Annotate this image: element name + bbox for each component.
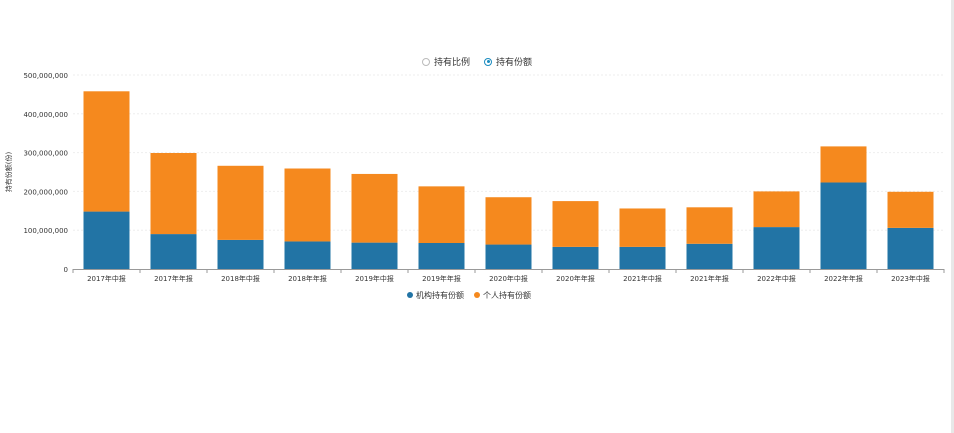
y-tick-label: 0 xyxy=(64,266,68,274)
y-tick-label: 200,000,000 xyxy=(23,188,68,196)
y-tick-label: 400,000,000 xyxy=(23,111,68,119)
x-tick-label: 2022年中报 xyxy=(757,274,796,283)
bar-individual-5[interactable] xyxy=(418,186,465,244)
radio-shares-circle[interactable] xyxy=(484,57,492,66)
legend-dot-icon xyxy=(474,292,480,298)
x-tick-label: 2020年中报 xyxy=(489,274,528,283)
x-tick-label: 2019年年报 xyxy=(422,274,461,283)
x-tick-label: 2018年中报 xyxy=(221,274,260,283)
bar-institution-8[interactable] xyxy=(619,246,666,269)
bar-individual-12[interactable] xyxy=(887,191,934,228)
bar-individual-10[interactable] xyxy=(753,191,800,228)
bar-individual-3[interactable] xyxy=(284,168,331,242)
radio-holding-ratio[interactable]: 持有比例 xyxy=(421,55,470,68)
bar-institution-4[interactable] xyxy=(351,242,398,269)
bar-individual-9[interactable] xyxy=(686,207,733,244)
bar-institution-9[interactable] xyxy=(686,243,733,269)
x-tick-label: 2017年中报 xyxy=(87,274,126,283)
bar-institution-7[interactable] xyxy=(552,246,599,269)
legend-item-individual[interactable]: 个人持有份额 xyxy=(474,290,531,300)
x-tick-label: 2023年中报 xyxy=(891,274,930,283)
bar-individual-2[interactable] xyxy=(217,165,264,240)
metric-toggle: 持有比例 持有份额 xyxy=(0,55,954,68)
legend-label: 个人持有份额 xyxy=(483,290,531,300)
y-tick-label: 300,000,000 xyxy=(23,150,68,158)
bar-individual-11[interactable] xyxy=(820,146,867,183)
x-tick-label: 2017年年报 xyxy=(154,274,193,283)
x-tick-label: 2020年年报 xyxy=(556,274,595,283)
bar-institution-11[interactable] xyxy=(820,182,867,269)
x-tick-label: 2018年年报 xyxy=(288,274,327,283)
legend: 机构持有份额 个人持有份额 xyxy=(407,290,531,300)
axis-layer: 0 100,000,000 200,000,000 300,000,000 400,00… xyxy=(4,72,945,283)
bar-institution-0[interactable] xyxy=(83,211,130,269)
legend-label: 机构持有份额 xyxy=(416,290,464,300)
bar-institution-12[interactable] xyxy=(887,227,934,269)
bar-individual-6[interactable] xyxy=(485,197,532,245)
radio-ratio-label: 持有比例 xyxy=(433,58,470,68)
y-tick-label: 500,000,000 xyxy=(23,72,68,80)
bar-individual-7[interactable] xyxy=(552,201,599,247)
bar-institution-10[interactable] xyxy=(753,227,800,269)
radio-ratio-circle[interactable] xyxy=(421,57,430,66)
x-tick-label: 2019年中报 xyxy=(355,274,394,283)
bar-institution-2[interactable] xyxy=(217,239,264,269)
bars-layer xyxy=(83,91,934,269)
bar-institution-3[interactable] xyxy=(284,241,331,269)
x-tick-label: 2021年年报 xyxy=(690,274,729,283)
y-axis-title: 持有份额(份) xyxy=(4,152,13,193)
bar-institution-6[interactable] xyxy=(485,244,532,269)
legend-item-institution[interactable]: 机构持有份额 xyxy=(407,290,464,300)
bar-individual-1[interactable] xyxy=(150,152,197,235)
x-tick-label: 2021年中报 xyxy=(623,274,662,283)
radio-holding-shares[interactable]: 持有份额 xyxy=(484,55,532,68)
radio-shares-label: 持有份额 xyxy=(496,58,533,68)
x-tick-label: 2022年年报 xyxy=(824,274,863,283)
bar-institution-5[interactable] xyxy=(418,243,465,269)
y-tick-label: 100,000,000 xyxy=(23,227,68,235)
bar-individual-0[interactable] xyxy=(83,91,130,212)
bar-individual-4[interactable] xyxy=(351,173,398,243)
bar-institution-1[interactable] xyxy=(150,234,197,269)
bar-individual-8[interactable] xyxy=(619,208,666,247)
legend-dot-icon xyxy=(407,292,413,298)
window-edge xyxy=(951,0,954,433)
